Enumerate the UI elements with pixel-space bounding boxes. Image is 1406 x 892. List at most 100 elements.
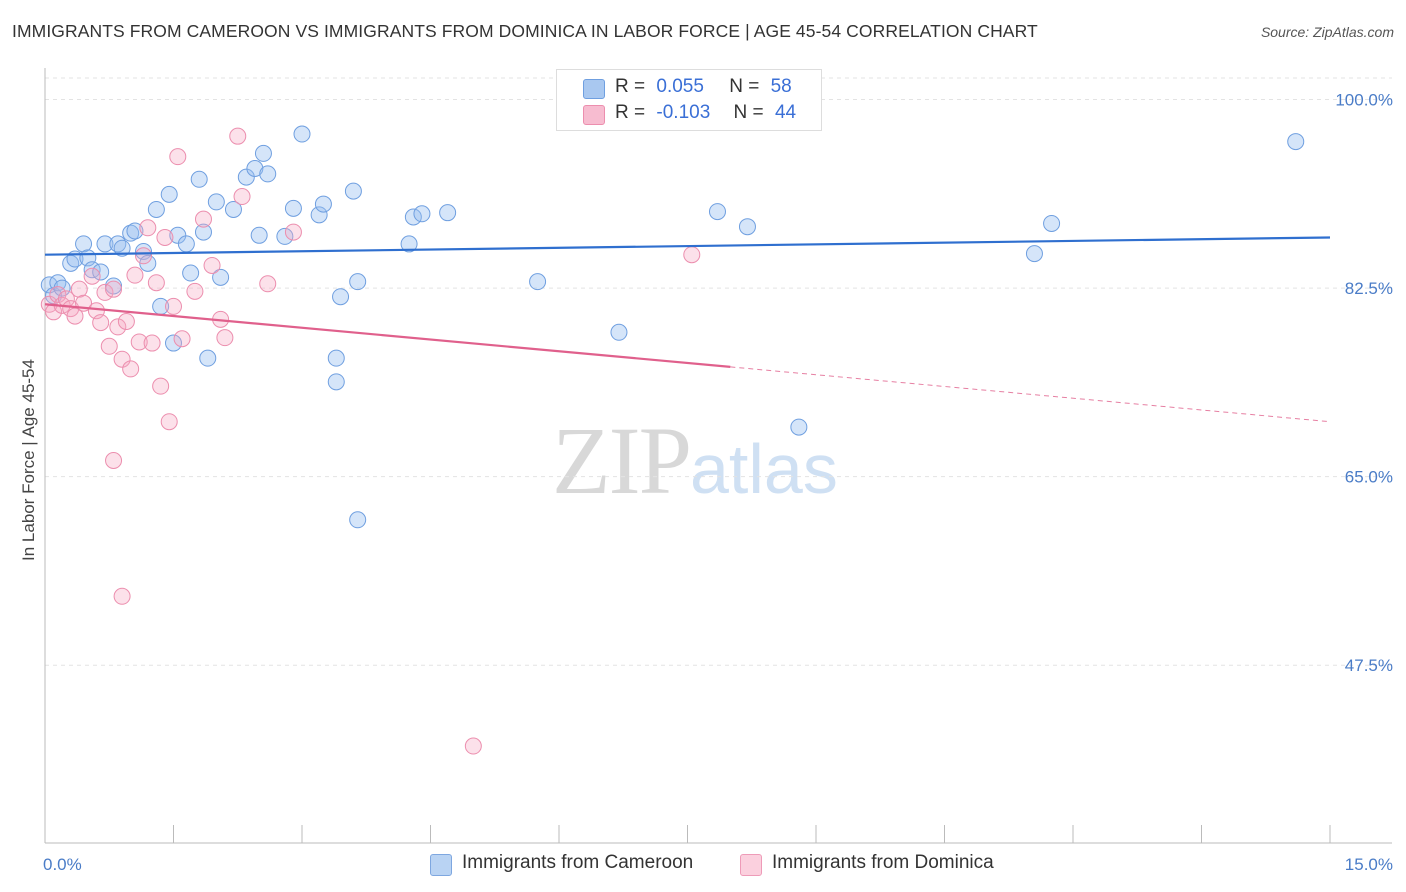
point-cameroon [404,208,422,226]
point-cameroon [259,165,277,183]
point-cameroon [182,264,200,282]
point-cameroon [113,239,131,257]
point-dominica [70,280,88,298]
bottom-legend-label-dominica: Immigrants from Dominica [772,852,994,873]
point-cameroon [413,205,431,223]
point-cameroon [529,273,547,291]
y-tick-label: 82.5% [1345,279,1393,298]
point-dominica [147,274,165,292]
point-cameroon [1287,133,1305,151]
point-dominica [113,350,131,368]
point-cameroon [212,268,230,286]
watermark-zip: ZIP [552,407,692,514]
point-dominica [229,127,247,145]
legend-text-dominica: R = -0.103 N = 44 [615,102,796,124]
point-dominica [135,247,153,265]
point-dominica [126,266,144,284]
point-dominica [152,377,170,395]
point-dominica [143,334,161,352]
point-dominica [105,452,123,469]
point-dominica [96,283,114,301]
legend-r-label: R = [615,102,646,123]
point-dominica [284,223,302,241]
point-cameroon [96,235,114,253]
point-cameroon [276,227,294,245]
point-cameroon [332,288,350,306]
point-cameroon [284,199,302,217]
y-tick-label: 47.5% [1345,656,1393,675]
legend-r-label: R = [615,76,646,97]
point-cameroon [293,125,311,143]
point-cameroon [169,226,187,244]
point-cameroon [314,195,332,213]
point-cameroon [207,193,225,211]
bottom-legend-swatch-cameroon [430,854,452,876]
point-cameroon [349,273,367,291]
point-dominica [130,333,148,351]
point-cameroon [246,160,264,178]
labels-layer: 100.0% 82.5% 65.0% 47.5% 0.0% 15.0% In Labor F… [19,91,1393,874]
point-cameroon [160,185,178,203]
point-dominica [122,360,140,378]
point-dominica [169,148,187,166]
point-dominica [173,330,191,348]
legend-r-value-cameroon: 0.055 [656,76,704,97]
point-cameroon [708,203,726,221]
legend-n-label: N = [729,76,760,97]
axes-layer [44,68,1392,844]
point-cameroon [610,323,628,341]
bottom-legend-swatch-dominica [740,854,762,876]
point-cameroon [344,182,362,200]
point-dominica [92,314,110,332]
bottom-legend-label-cameroon: Immigrants from Cameroon [462,852,694,873]
point-dominica [233,188,251,206]
y-axis-label: In Labor Force | Age 45-54 [19,359,38,561]
point-dominica [165,297,182,315]
legend-swatch-cameroon [583,79,605,99]
point-dominica [139,219,157,237]
point-cameroon [1043,214,1061,232]
legend-r-value-dominica: -0.103 [656,102,711,123]
point-cameroon [250,226,268,244]
point-dominica [100,337,118,355]
point-cameroon [310,206,328,224]
point-cameroon [790,418,808,436]
point-cameroon [126,222,144,240]
point-dominica [83,267,101,285]
point-dominica [216,329,234,347]
point-dominica [683,246,701,264]
point-dominica [113,587,131,605]
legend-n-value-dominica: 44 [774,102,797,123]
point-dominica [203,256,221,274]
point-dominica [49,286,67,304]
point-cameroon [327,349,345,367]
legend-swatch-dominica [583,105,605,125]
point-dominica [186,282,204,300]
point-cameroon [199,349,217,367]
x-tick-label: 0.0% [43,855,82,874]
chart-title: IMMIGRANTS FROM CAMEROON VS IMMIGRANTS F… [12,21,1038,41]
trend-layer [44,236,1331,423]
y-tick-label: 65.0% [1345,468,1393,487]
point-cameroon [738,218,756,236]
point-dominica [109,318,127,336]
point-cameroon [237,168,255,186]
point-dominica [117,313,135,331]
legend-n-label: N = [733,102,764,123]
point-dominica [66,307,84,325]
point-dominica [160,413,178,431]
point-cameroon [75,235,93,253]
trendline-dominica [44,303,731,368]
point-cameroon [147,200,165,218]
point-cameroon [190,170,208,188]
point-cameroon [177,235,195,253]
point-cameroon [194,223,212,241]
point-dominica [194,210,212,228]
point-dominica [45,303,63,321]
source-credit: Source: ZipAtlas.com [1260,24,1394,40]
point-cameroon [1025,245,1043,263]
legend-n-value-cameroon: 58 [770,76,792,97]
point-cameroon [224,200,242,218]
point-cameroon [400,235,418,253]
point-dominica [464,737,482,755]
